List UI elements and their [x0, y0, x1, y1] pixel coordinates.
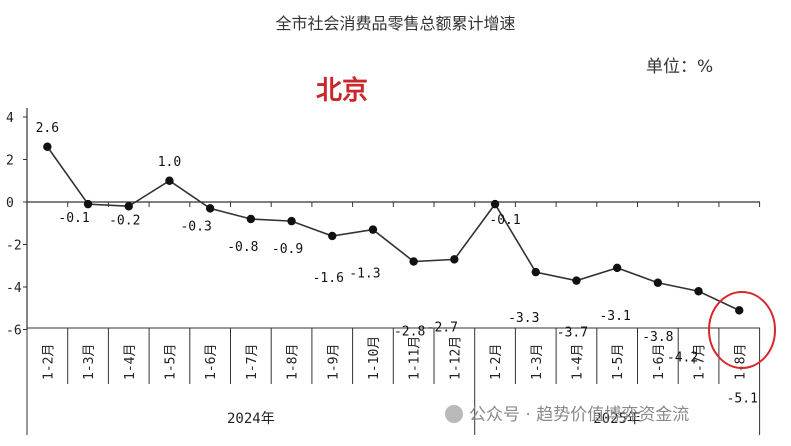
data-point: [612, 263, 622, 273]
unit-label: 单位：%: [646, 57, 714, 77]
y-tick-label: 2: [6, 154, 14, 169]
x-category-label: 1-6月: [652, 344, 667, 380]
x-category-label: 1-2月: [41, 344, 56, 380]
data-point: [735, 306, 744, 315]
data-point: [490, 199, 500, 209]
highlight-circle: [708, 291, 776, 369]
x-category-label: 1-5月: [163, 344, 178, 380]
data-label: -0.1: [489, 213, 520, 228]
data-label: -3.8: [642, 330, 673, 345]
data-point: [653, 278, 663, 287]
data-point: [83, 199, 93, 209]
y-tick-label: 0: [6, 196, 14, 211]
data-point: [409, 257, 418, 266]
x-category-label: 1-8月: [733, 344, 748, 380]
x-category-label: 1-7月: [245, 344, 260, 380]
data-label: -3.1: [599, 309, 630, 324]
x-category-label: 1-9月: [326, 344, 341, 380]
data-label: 2.6: [36, 121, 59, 136]
data-point: [165, 176, 174, 185]
data-label: -0.2: [109, 213, 140, 228]
data-label: -1.3: [349, 267, 380, 282]
data-label: -1.6: [313, 271, 344, 286]
series-line: [46, 146, 740, 312]
x-category-label: 1-6月: [204, 344, 219, 380]
x-category-label: 1-8月: [286, 344, 301, 380]
watermark: 公众号 · 趋势价值博弈资金流: [445, 400, 689, 425]
data-label: -0.1: [58, 211, 89, 226]
x-category-label: 1-4月: [123, 344, 138, 380]
x-category-label: 1-3月: [82, 344, 97, 380]
data-label: -0.9: [272, 242, 303, 257]
x-category-label: 1-5月: [611, 344, 626, 380]
x-category-label: 1-7月: [693, 344, 708, 380]
watermark-text: 公众号 · 趋势价值博弈资金流: [469, 405, 690, 425]
x-category-label: 1-12月: [448, 336, 463, 380]
data-point: [531, 267, 540, 277]
data-label: -3.7: [557, 326, 588, 341]
data-label: -5.1: [727, 391, 758, 406]
data-label: -2.7: [427, 320, 458, 335]
y-tick-label: 4: [6, 111, 14, 126]
data-label: -3.3: [508, 311, 539, 326]
chart-title: 全市社会消费品零售总额累计增速: [275, 14, 516, 33]
data-label: -2.8: [394, 325, 425, 340]
data-label: 1.0: [158, 155, 181, 170]
x-category-label: 1-2月: [489, 344, 504, 380]
year-group-label: 2024年: [227, 411, 275, 427]
x-category-label: 1-10月: [367, 336, 382, 380]
data-label: -4.2: [667, 350, 698, 365]
data-label: -0.8: [227, 240, 258, 255]
data-point: [450, 255, 459, 264]
city-subtitle: 北京: [316, 76, 369, 106]
year-group-label: 2025年: [593, 411, 641, 427]
data-point: [205, 204, 215, 213]
data-point: [694, 287, 703, 296]
data-point: [43, 142, 52, 151]
x-category-label: 1-11月: [408, 336, 423, 380]
y-tick-label: -2: [6, 239, 22, 254]
data-point: [124, 202, 133, 211]
data-label: -0.3: [180, 219, 211, 234]
wechat-logo-icon: [445, 405, 463, 423]
y-tick-label: -6: [6, 324, 22, 339]
data-point: [368, 225, 378, 234]
x-category-label: 1-4月: [570, 344, 585, 380]
x-category-label: 1-3月: [530, 344, 545, 380]
y-tick-label: -4: [6, 281, 22, 296]
data-point: [246, 214, 256, 224]
data-point: [287, 216, 296, 226]
data-point: [328, 231, 337, 241]
data-point: [572, 276, 581, 285]
